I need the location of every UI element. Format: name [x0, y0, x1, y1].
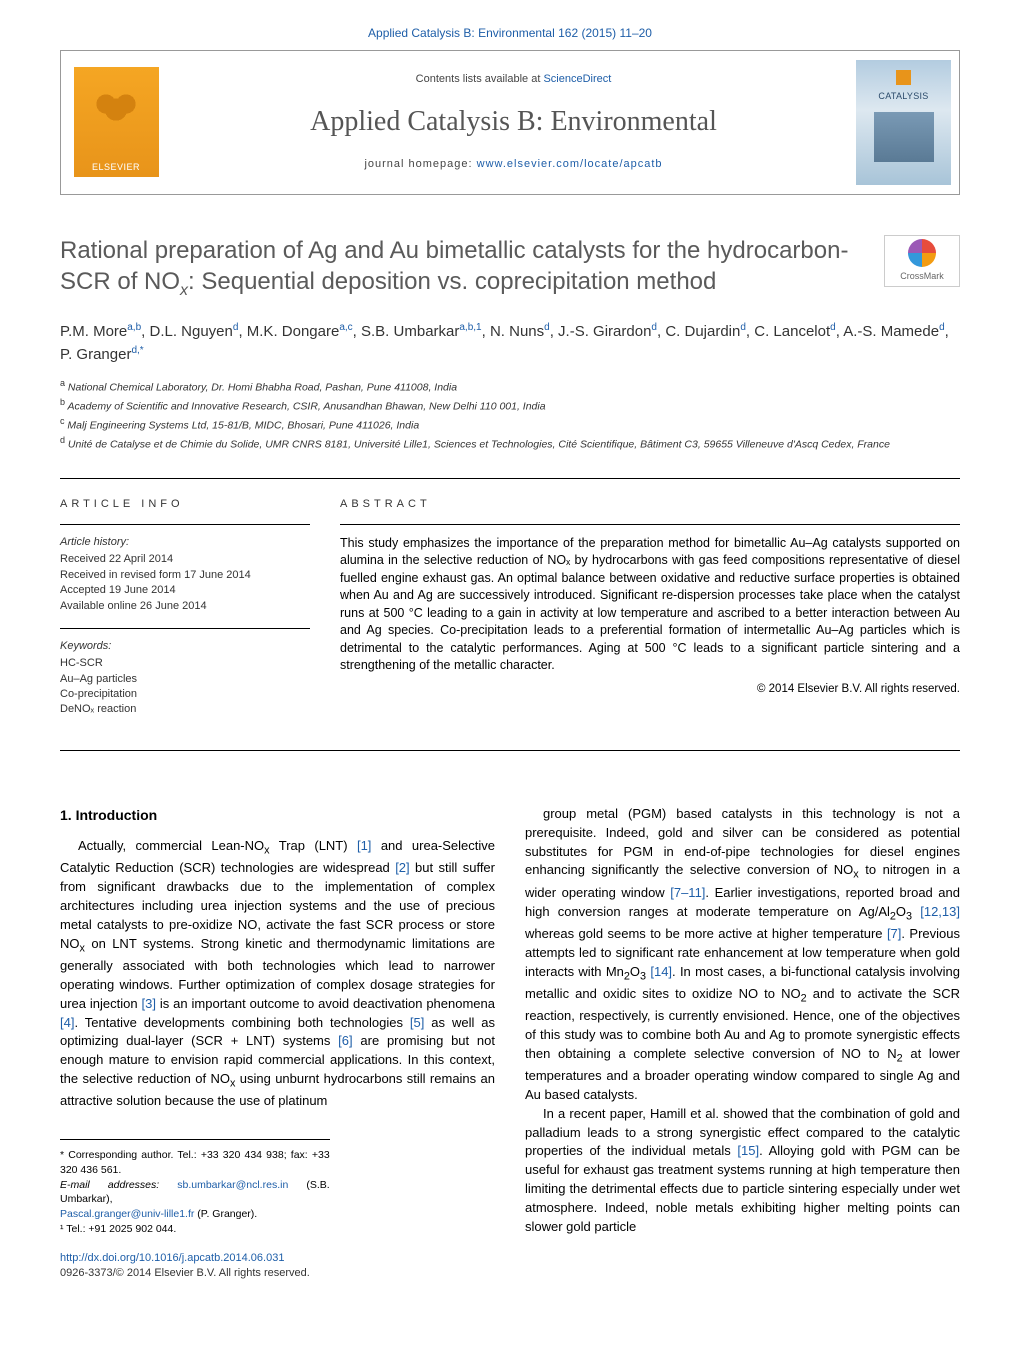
corresponding-author-line: * Corresponding author. Tel.: +33 320 43…: [60, 1148, 330, 1177]
history-line: Received 22 April 2014: [60, 552, 310, 567]
affiliation-line: b Academy of Scientific and Innovative R…: [60, 396, 960, 415]
article-title: Rational preparation of Ag and Au bimeta…: [60, 235, 884, 302]
cover-title: CATALYSIS: [878, 90, 928, 103]
history-line: Received in revised form 17 June 2014: [60, 568, 310, 583]
journal-citation[interactable]: Applied Catalysis B: Environmental 162 (…: [0, 0, 1020, 50]
affiliation-line: a National Chemical Laboratory, Dr. Homi…: [60, 377, 960, 396]
affiliation-line: c Malj Engineering Systems Ltd, 15-81/B,…: [60, 415, 960, 434]
keyword-line: Co-precipitation: [60, 687, 310, 702]
journal-header-box: ELSEVIER Contents lists available at Sci…: [60, 50, 960, 195]
elsevier-logo[interactable]: ELSEVIER: [61, 51, 171, 194]
affiliations-list: a National Chemical Laboratory, Dr. Homi…: [60, 377, 960, 454]
authors-list: P.M. Morea,b, D.L. Nguyend, M.K. Dongare…: [60, 320, 960, 367]
keyword-line: HC-SCR: [60, 656, 310, 671]
divider: [60, 524, 310, 525]
doi-link[interactable]: http://dx.doi.org/10.1016/j.apcatb.2014.…: [60, 1252, 284, 1264]
sciencedirect-link[interactable]: ScienceDirect: [543, 73, 611, 85]
affiliation-line: d Unité de Catalyse et de Chimie du Soli…: [60, 434, 960, 453]
body-paragraph: Actually, commercial Lean-NOx Trap (LNT)…: [60, 837, 495, 1111]
issn-line: 0926-3373/© 2014 Elsevier B.V. All right…: [60, 1267, 310, 1279]
crossmark-label: CrossMark: [900, 270, 944, 283]
journal-homepage: journal homepage: www.elsevier.com/locat…: [181, 157, 846, 172]
contents-prefix: Contents lists available at: [416, 73, 544, 85]
homepage-link[interactable]: www.elsevier.com/locate/apcatb: [477, 158, 663, 170]
crossmark-icon: [908, 239, 936, 267]
article-info-column: ARTICLE INFO Article history: Received 2…: [60, 479, 340, 750]
abstract-label: ABSTRACT: [340, 497, 960, 512]
divider: [340, 524, 960, 525]
body-column-left: 1. Introduction Actually, commercial Lea…: [60, 805, 495, 1237]
page-footer: http://dx.doi.org/10.1016/j.apcatb.2014.…: [0, 1237, 1020, 1312]
email-link[interactable]: sb.umbarkar@ncl.res.in: [177, 1179, 288, 1191]
email-link[interactable]: Pascal.granger@univ-lille1.fr: [60, 1208, 194, 1220]
history-line: Accepted 19 June 2014: [60, 583, 310, 598]
history-label: Article history:: [60, 535, 310, 550]
article-info-label: ARTICLE INFO: [60, 497, 310, 512]
elsevier-label: ELSEVIER: [92, 161, 140, 174]
keyword-line: Au–Ag particles: [60, 672, 310, 687]
abstract-copyright: © 2014 Elsevier B.V. All rights reserved…: [340, 681, 960, 697]
contents-line: Contents lists available at ScienceDirec…: [181, 72, 846, 87]
footnotes: * Corresponding author. Tel.: +33 320 43…: [60, 1139, 330, 1236]
divider: [60, 628, 310, 629]
body-paragraph: group metal (PGM) based catalysts in thi…: [525, 805, 960, 1105]
journal-cover-thumbnail[interactable]: CATALYSIS: [856, 60, 951, 185]
abstract-text: This study emphasizes the importance of …: [340, 535, 960, 675]
cover-mini-logo-icon: [896, 70, 911, 85]
keyword-line: DeNOₓ reaction: [60, 702, 310, 717]
cover-image-icon: [874, 112, 934, 162]
email-label: E-mail addresses:: [60, 1179, 177, 1191]
email-name: (P. Granger).: [194, 1208, 257, 1220]
divider: [60, 750, 960, 751]
journal-title: Applied Catalysis B: Environmental: [181, 102, 846, 141]
homepage-prefix: journal homepage:: [364, 158, 476, 170]
body-paragraph: In a recent paper, Hamill et al. showed …: [525, 1105, 960, 1237]
keywords-label: Keywords:: [60, 639, 310, 654]
header-center: Contents lists available at ScienceDirec…: [171, 62, 856, 182]
body-column-right: group metal (PGM) based catalysts in thi…: [525, 805, 960, 1237]
tel-line: ¹ Tel.: +91 2025 902 044.: [60, 1222, 330, 1237]
history-line: Available online 26 June 2014: [60, 599, 310, 614]
crossmark-badge[interactable]: CrossMark: [884, 235, 960, 287]
section-heading-introduction: 1. Introduction: [60, 805, 495, 825]
abstract-column: ABSTRACT This study emphasizes the impor…: [340, 479, 960, 750]
